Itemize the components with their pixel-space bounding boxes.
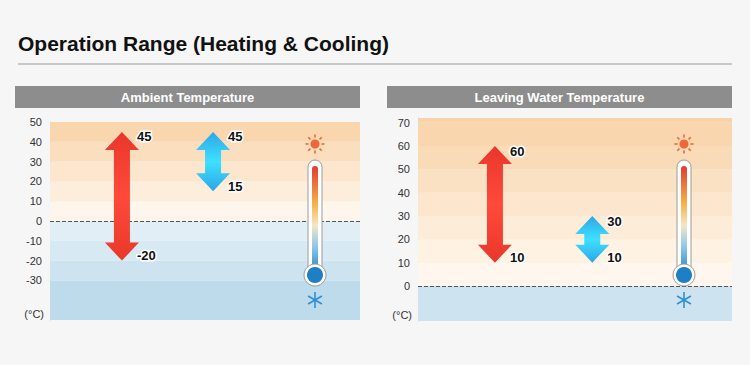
svg-text:45: 45	[228, 129, 242, 144]
svg-text:(°C): (°C)	[24, 308, 44, 320]
svg-text:20: 20	[30, 175, 42, 187]
svg-text:30: 30	[30, 156, 42, 168]
svg-text:15: 15	[228, 179, 242, 194]
svg-text:-30: -30	[26, 274, 42, 286]
svg-text:60: 60	[398, 140, 410, 152]
svg-text:-20: -20	[137, 248, 156, 263]
svg-text:10: 10	[510, 250, 524, 265]
svg-text:(°C): (°C)	[392, 309, 412, 321]
svg-text:10: 10	[398, 257, 410, 269]
svg-text:60: 60	[510, 144, 524, 159]
svg-text:30: 30	[398, 210, 410, 222]
svg-text:Leaving Water Temperature: Leaving Water Temperature	[475, 90, 645, 105]
svg-text:-20: -20	[26, 255, 42, 267]
svg-text:10: 10	[607, 250, 621, 265]
svg-text:Ambient Temperature: Ambient Temperature	[121, 90, 254, 105]
svg-text:45: 45	[137, 129, 151, 144]
svg-text:40: 40	[398, 187, 410, 199]
svg-text:10: 10	[30, 195, 42, 207]
svg-text:40: 40	[30, 136, 42, 148]
svg-text:-10: -10	[26, 235, 42, 247]
svg-text:Operation Range (Heating & Coo: Operation Range (Heating & Cooling)	[18, 32, 389, 55]
svg-text:0: 0	[36, 215, 42, 227]
svg-text:30: 30	[607, 214, 621, 229]
svg-text:50: 50	[398, 163, 410, 175]
svg-text:70: 70	[398, 117, 410, 129]
svg-text:20: 20	[398, 233, 410, 245]
svg-text:0: 0	[404, 280, 410, 292]
svg-text:50: 50	[30, 116, 42, 128]
